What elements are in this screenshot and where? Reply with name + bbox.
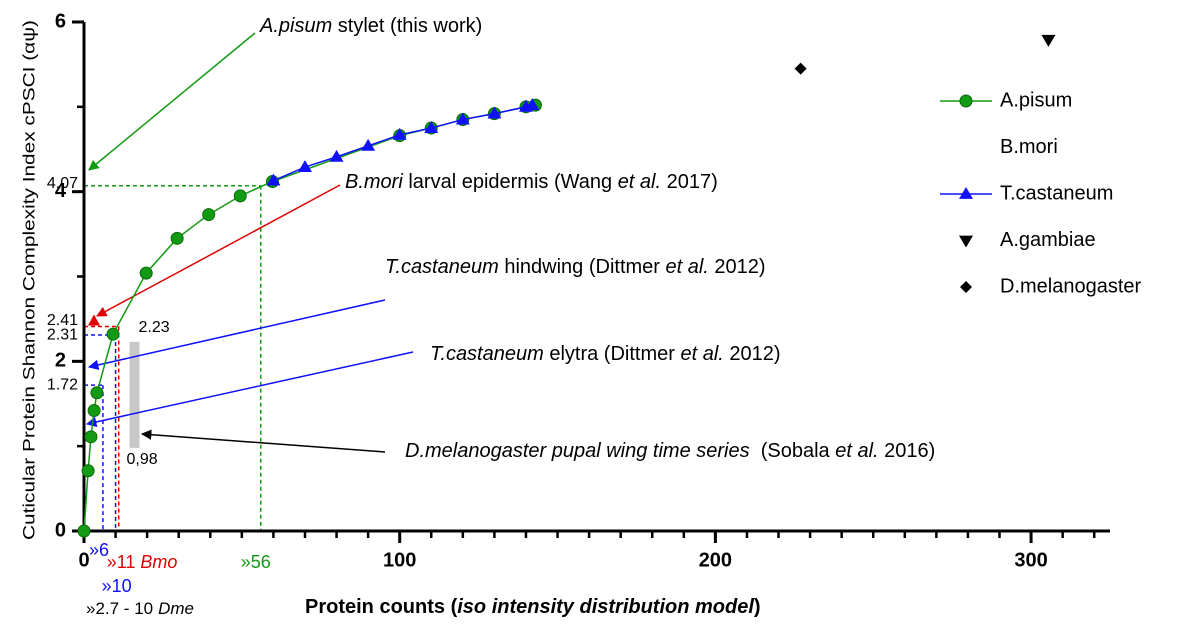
annotation-part: 2016) bbox=[879, 440, 936, 462]
annotation-part: A.pisum bbox=[259, 15, 332, 37]
annotation: D.melanogaster pupal wing time series (S… bbox=[405, 440, 935, 462]
guide-x-value: »11 bbox=[107, 552, 136, 572]
data-point bbox=[487, 106, 502, 119]
annotation-part: (Sobala bbox=[750, 440, 836, 462]
legend-marker bbox=[960, 281, 972, 293]
annotation-part: T.castaneum bbox=[385, 256, 499, 278]
annotation-part: et al. bbox=[680, 343, 723, 365]
annotation-arrow bbox=[87, 299, 386, 371]
legend-marker bbox=[959, 187, 973, 199]
guide-y-label: 2.31 bbox=[47, 326, 78, 343]
data-point bbox=[361, 138, 376, 151]
annotation: A.pisum stylet (this work) bbox=[259, 15, 482, 37]
guide-y-label: 2.41 bbox=[47, 312, 78, 329]
legend-label: D.melanogaster bbox=[1000, 275, 1142, 297]
data-point bbox=[233, 189, 247, 203]
data-point bbox=[392, 127, 407, 140]
data-point bbox=[202, 208, 216, 222]
data-point bbox=[525, 98, 540, 111]
annotation-part: hindwing (Dittmer bbox=[499, 256, 666, 278]
y-tick-label: 0 bbox=[55, 519, 66, 541]
data-point bbox=[455, 112, 470, 125]
x-axis-title-part: iso intensity distribution model bbox=[457, 596, 754, 618]
data-point bbox=[794, 62, 807, 75]
x-tick-label: 100 bbox=[383, 549, 416, 571]
series-line bbox=[273, 104, 533, 182]
y-tick-label: 4 bbox=[55, 180, 67, 202]
y-tick-label: 6 bbox=[55, 10, 66, 32]
y-tick-label: 2 bbox=[55, 350, 66, 372]
y-axis-title: Cuticular Protein Shannon Complexity Ind… bbox=[19, 20, 38, 540]
annotation-part: et al. bbox=[666, 256, 709, 278]
annotation-part: 2012) bbox=[724, 343, 781, 365]
annotation: T.castaneum hindwing (Dittmer et al. 201… bbox=[385, 256, 766, 278]
annotation-part: stylet (this work) bbox=[332, 15, 482, 37]
annotation-part: elytra (Dittmer bbox=[544, 343, 681, 365]
data-point bbox=[84, 430, 98, 444]
data-point bbox=[297, 160, 312, 172]
guide-x-label: »11 Bmo bbox=[107, 552, 178, 572]
data-point bbox=[87, 404, 101, 418]
data-point bbox=[81, 464, 95, 478]
annotation-part: larval epidermis (Wang bbox=[403, 171, 618, 193]
annotation-arrow bbox=[140, 429, 386, 453]
annotation-part: D.melanogaster pupal wing time series bbox=[405, 440, 750, 462]
dme-note: »2.7 - 10 Dme bbox=[86, 599, 194, 618]
dme-note-suffix: Dme bbox=[158, 599, 194, 618]
guide-x-suffix: Bmo bbox=[140, 552, 177, 572]
guide-x-label: »56 bbox=[241, 552, 271, 572]
x-tick-label: 300 bbox=[1014, 549, 1047, 571]
dme-range-bar bbox=[129, 341, 140, 448]
data-point bbox=[139, 266, 153, 280]
guide-y-label: 4.07 bbox=[47, 175, 78, 192]
legend-label: T.castaneum bbox=[1000, 182, 1113, 204]
data-point bbox=[424, 121, 439, 133]
data-point bbox=[329, 149, 344, 162]
guide-x-value: »56 bbox=[241, 552, 271, 572]
annotation-part: T.castaneum bbox=[430, 343, 544, 365]
data-point bbox=[1041, 34, 1056, 47]
legend-label: A.pisum bbox=[1000, 89, 1072, 111]
guide-y-label: 1.72 bbox=[47, 376, 78, 393]
x-tick-label: 200 bbox=[699, 549, 732, 571]
legend-label: B.mori bbox=[1000, 136, 1058, 158]
annotation-part: et al. bbox=[618, 171, 661, 193]
annotation-part: et al. bbox=[835, 440, 878, 462]
x-axis-title: Protein counts (iso intensity distributi… bbox=[305, 596, 761, 618]
x-axis-title-part: ) bbox=[754, 596, 761, 618]
annotation-part: B.mori bbox=[345, 171, 403, 193]
dme-low-label: 0,98 bbox=[127, 451, 158, 468]
guide-x-value: »6 bbox=[89, 540, 109, 560]
data-point bbox=[266, 173, 281, 186]
legend-marker bbox=[959, 235, 973, 248]
data-point bbox=[77, 524, 91, 538]
annotation-arrow bbox=[96, 184, 341, 317]
data-point bbox=[170, 231, 184, 245]
bmori-marker bbox=[88, 314, 100, 326]
legend-label: A.gambiae bbox=[1000, 229, 1096, 251]
guide-x-label: »6 bbox=[89, 540, 109, 560]
annotation-part: 2012) bbox=[709, 256, 766, 278]
annotation-arrow bbox=[85, 351, 414, 428]
annotation: T.castaneum elytra (Dittmer et al. 2012) bbox=[430, 343, 781, 365]
annotation-arrow bbox=[88, 32, 256, 171]
x-tick-label: 0 bbox=[78, 549, 89, 571]
annotation: B.mori larval epidermis (Wang et al. 201… bbox=[345, 171, 718, 193]
data-point bbox=[90, 386, 104, 400]
dme-high-label: 2.23 bbox=[139, 319, 170, 336]
x-axis-title-part: Protein counts ( bbox=[305, 596, 458, 618]
legend-marker bbox=[959, 94, 973, 108]
annotation-part: 2017) bbox=[661, 171, 718, 193]
guide-x-label: »10 bbox=[102, 576, 132, 596]
dme-note-text: »2.7 - 10 bbox=[86, 599, 153, 618]
data-point bbox=[106, 327, 120, 341]
guide-x-value: »10 bbox=[102, 576, 132, 596]
